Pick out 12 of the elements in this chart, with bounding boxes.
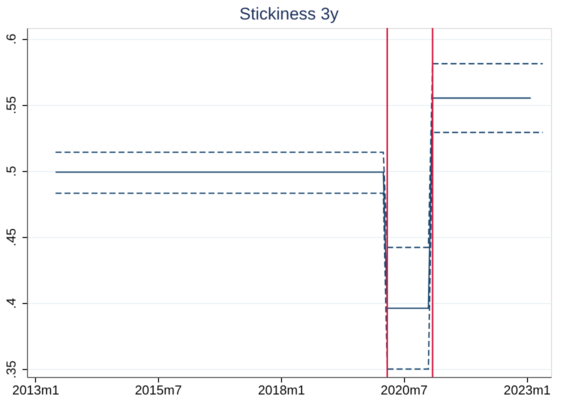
- y-tick-label: .45: [4, 228, 18, 246]
- chart-title: Stickiness 3y: [239, 4, 340, 24]
- y-tick-label: .5: [4, 166, 18, 177]
- x-tick-label: 2015m7: [134, 382, 182, 398]
- y-tick-label: .55: [4, 96, 18, 114]
- y-tick-label: .4: [4, 298, 18, 309]
- x-tick-label: 2013m1: [12, 382, 60, 398]
- x-tick-label: 2020m7: [380, 382, 428, 398]
- y-tick-label: .6: [4, 34, 18, 44]
- x-tick-label: 2018m1: [258, 382, 305, 398]
- x-tick-label: 2023m1: [504, 382, 551, 398]
- y-tick-label: .35: [4, 360, 18, 379]
